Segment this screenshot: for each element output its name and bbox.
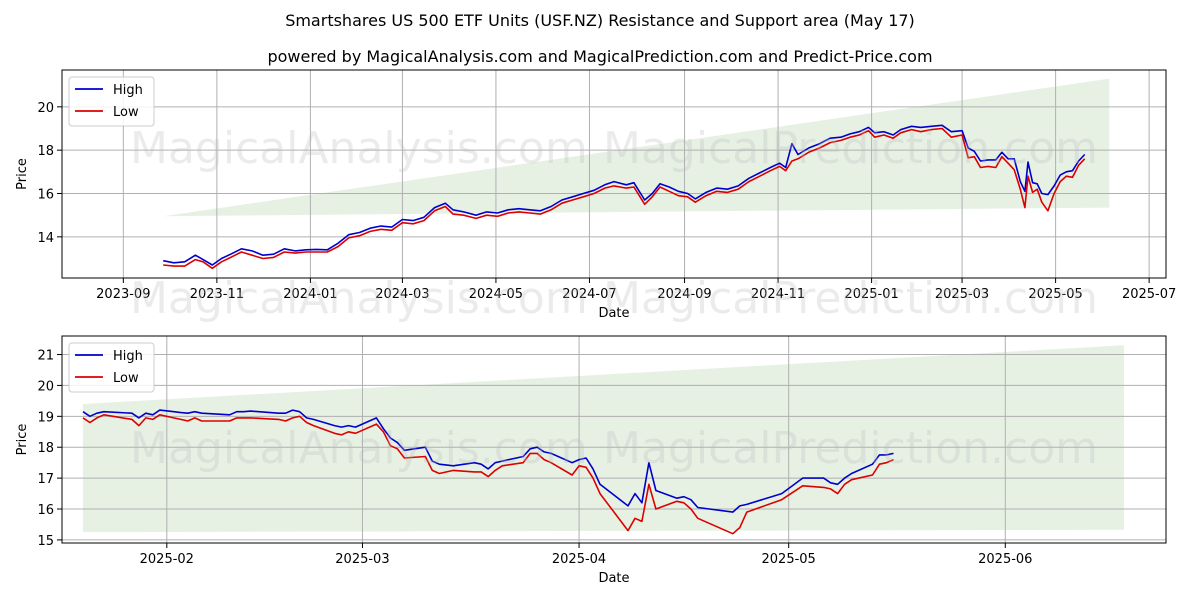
y-axis-label: Price	[15, 158, 30, 190]
x-tick-label: 2025-05	[762, 552, 816, 567]
watermark: MagicalPrediction.com	[603, 273, 1098, 324]
plot-frame	[61, 335, 1167, 544]
legend-label-high: High	[113, 349, 143, 364]
chart-subtitle: powered by MagicalAnalysis.com and Magic…	[267, 47, 932, 66]
series-line-high	[163, 124, 1086, 266]
watermark: MagicalAnalysis.com	[130, 123, 588, 174]
legend-label-low: Low	[113, 105, 139, 120]
x-tick-label: 2024-07	[562, 287, 616, 302]
plot-frame	[61, 69, 1167, 279]
x-tick-label: 2025-02	[140, 552, 194, 567]
y-axis-label: Price	[15, 424, 30, 456]
x-tick-label: 2024-11	[751, 287, 805, 302]
watermark: MagicalPrediction.com	[603, 123, 1098, 174]
forecast-band	[82, 345, 1125, 533]
watermark: MagicalPrediction.com	[603, 423, 1098, 474]
x-tick-label: 2024-01	[283, 287, 337, 302]
y-tick-label: 20	[37, 101, 54, 116]
x-tick-label: 2025-07	[1122, 287, 1176, 302]
forecast-band	[163, 78, 1110, 217]
x-tick-label: 2025-03	[935, 287, 989, 302]
x-axis-label: Date	[598, 306, 629, 321]
chart-title: Smartshares US 500 ETF Units (USF.NZ) Re…	[285, 11, 915, 30]
y-tick-label: 15	[37, 534, 54, 549]
x-tick-label: 2025-05	[1028, 287, 1082, 302]
series-line-high	[82, 409, 894, 513]
y-tick-label: 20	[37, 379, 54, 394]
x-tick-label: 2025-03	[335, 552, 389, 567]
legend-label-low: Low	[113, 371, 139, 386]
series-line-low	[82, 413, 894, 535]
watermark: MagicalAnalysis.com	[130, 273, 588, 324]
legend-label-high: High	[113, 83, 143, 98]
top-panel: 2023-09 2023-11 2024-01 2024-03 2024-05 2024-…	[15, 69, 1176, 321]
watermark-group: MagicalAnalysis.com MagicalPrediction.co…	[130, 123, 1098, 474]
y-tick-label: 17	[37, 472, 54, 487]
bottom-panel: 2025-02 2025-03 2025-04 2025-05 2025-06 15 16 1…	[15, 335, 1167, 586]
y-tick-label: 16	[37, 503, 54, 518]
y-tick-label: 14	[37, 231, 54, 246]
x-tick-label: 2024-03	[375, 287, 429, 302]
y-tick-label: 18	[37, 144, 54, 159]
y-tick-label: 21	[37, 349, 54, 364]
x-tick-label: 2023-09	[96, 287, 150, 302]
x-tick-label: 2024-09	[657, 287, 711, 302]
x-tick-label: 2024-05	[469, 287, 523, 302]
x-tick-label: 2025-01	[844, 287, 898, 302]
y-tick-label: 18	[37, 441, 54, 456]
y-tick-label: 19	[37, 410, 54, 425]
series-line-low	[163, 127, 1086, 270]
x-tick-label: 2025-04	[552, 552, 606, 567]
watermark: MagicalAnalysis.com	[130, 423, 588, 474]
x-tick-label: 2025-06	[978, 552, 1032, 567]
y-tick-label: 16	[37, 188, 54, 203]
x-axis-label: Date	[598, 571, 629, 586]
x-tick-label: 2023-11	[190, 287, 244, 302]
